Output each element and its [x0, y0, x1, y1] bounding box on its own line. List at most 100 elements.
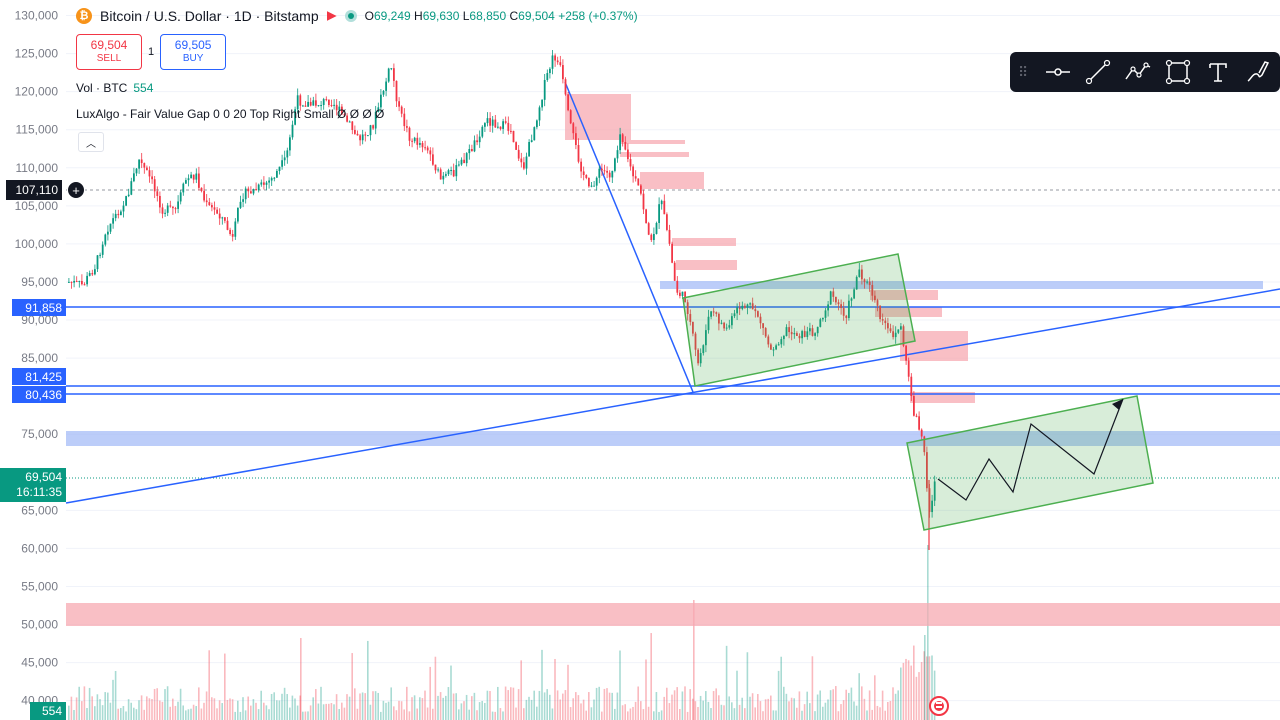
volume-bar	[647, 706, 650, 720]
candle-body	[107, 231, 109, 235]
volume-bar	[174, 705, 177, 720]
volume-bar	[133, 707, 135, 720]
candle-body	[582, 171, 585, 175]
volume-bar	[413, 695, 416, 720]
volume-bar	[164, 689, 166, 720]
candle-body	[931, 500, 933, 513]
volume-bar	[419, 697, 421, 720]
candle-body	[330, 104, 333, 106]
volume-legend[interactable]: Vol · BTC 554	[76, 81, 154, 95]
volume-bar	[881, 690, 884, 720]
horizontal-ray-icon[interactable]	[1038, 52, 1078, 92]
volume-bar	[627, 711, 629, 720]
volume-bar	[213, 698, 216, 720]
candle-body	[174, 208, 177, 210]
text-icon[interactable]	[1198, 52, 1238, 92]
volume-bar	[580, 703, 582, 720]
volume-bar	[192, 704, 195, 720]
volume-bar	[762, 711, 764, 720]
candle-body	[190, 174, 192, 179]
indicator-legend[interactable]: LuxAlgo - Fair Value Gap 0 0 20 Top Righ…	[76, 107, 385, 121]
candle-body	[546, 73, 549, 80]
candle-body	[733, 313, 736, 317]
volume-bar	[611, 692, 613, 720]
candle-body	[403, 113, 406, 127]
sell-button[interactable]: 69,504 SELL	[76, 34, 142, 70]
candle-body	[541, 99, 543, 108]
symbol-title[interactable]: Bitcoin / U.S. Dollar · 1D · Bitstamp	[100, 8, 319, 24]
candle-body	[195, 173, 198, 180]
trend-line-rising	[65, 288, 1280, 504]
buy-button[interactable]: 69,505 BUY	[160, 34, 227, 70]
trend-line-icon[interactable]	[1078, 52, 1118, 92]
candle-body	[252, 189, 255, 194]
candle-body	[848, 300, 850, 319]
rectangle-icon[interactable]	[1158, 52, 1198, 92]
candle-body	[866, 281, 868, 283]
volume-bar	[822, 706, 824, 720]
volume-bar	[143, 709, 145, 720]
volume-bar	[588, 692, 590, 720]
volume-bar	[918, 672, 920, 720]
candle-body	[81, 280, 83, 285]
candle-body	[738, 307, 741, 309]
volume-bar	[120, 707, 122, 720]
volume-bar	[767, 698, 769, 720]
volume-bar	[224, 653, 226, 720]
volume-bar	[655, 692, 658, 720]
candle-body	[122, 205, 125, 212]
candle-body	[728, 325, 731, 328]
volume-bar	[668, 703, 671, 720]
price-tick: 100,000	[15, 237, 59, 251]
candle-body	[702, 345, 705, 354]
add-alert-plus-icon[interactable]: +	[67, 181, 85, 199]
candle-body	[707, 316, 710, 331]
candle-body	[666, 214, 668, 230]
brush-icon[interactable]	[1238, 52, 1278, 92]
candle-body	[564, 79, 567, 95]
volume-bar	[556, 690, 559, 720]
candle-body	[91, 273, 94, 275]
volume-bar	[606, 688, 608, 720]
drag-handle-icon[interactable]: ⠿	[1018, 63, 1029, 80]
volume-bar	[278, 700, 281, 720]
volume-bar	[309, 705, 312, 720]
candle-body	[221, 217, 224, 219]
volume-bar	[809, 703, 811, 720]
candle-body	[863, 279, 866, 283]
candle-body	[647, 223, 650, 235]
candle-body	[120, 211, 122, 216]
volume-bar	[538, 690, 541, 720]
candle-body	[385, 81, 387, 91]
candle-body	[112, 218, 114, 224]
bearish-gap-zone	[66, 603, 1280, 626]
candle-body	[920, 429, 923, 437]
volume-bar	[135, 709, 138, 720]
volume-bar	[741, 697, 743, 720]
candle-body	[824, 310, 827, 318]
candle-body	[146, 167, 148, 171]
collapse-legend-button[interactable]: ︿	[78, 132, 104, 152]
candle-body	[718, 313, 720, 324]
candle-body	[434, 164, 437, 171]
volume-bar	[96, 694, 99, 720]
volume-bar	[632, 706, 634, 720]
candle-body	[307, 101, 309, 107]
volume-bar	[738, 704, 741, 720]
path-icon[interactable]	[1118, 52, 1158, 92]
volume-bar	[640, 701, 642, 720]
candle-body	[213, 207, 216, 210]
flag-icon[interactable]	[326, 11, 337, 21]
candle-body	[231, 233, 234, 237]
candle-body	[299, 95, 302, 106]
volume-bar	[260, 690, 262, 720]
candle-body	[694, 333, 697, 350]
candle-body	[320, 105, 322, 107]
volume-bar	[793, 698, 795, 720]
candle-body	[270, 178, 273, 181]
fair-value-gap-zones	[66, 94, 1280, 626]
event-flag-icon[interactable]	[929, 696, 949, 716]
candle-body	[720, 322, 723, 324]
market-status-icon	[344, 10, 357, 22]
